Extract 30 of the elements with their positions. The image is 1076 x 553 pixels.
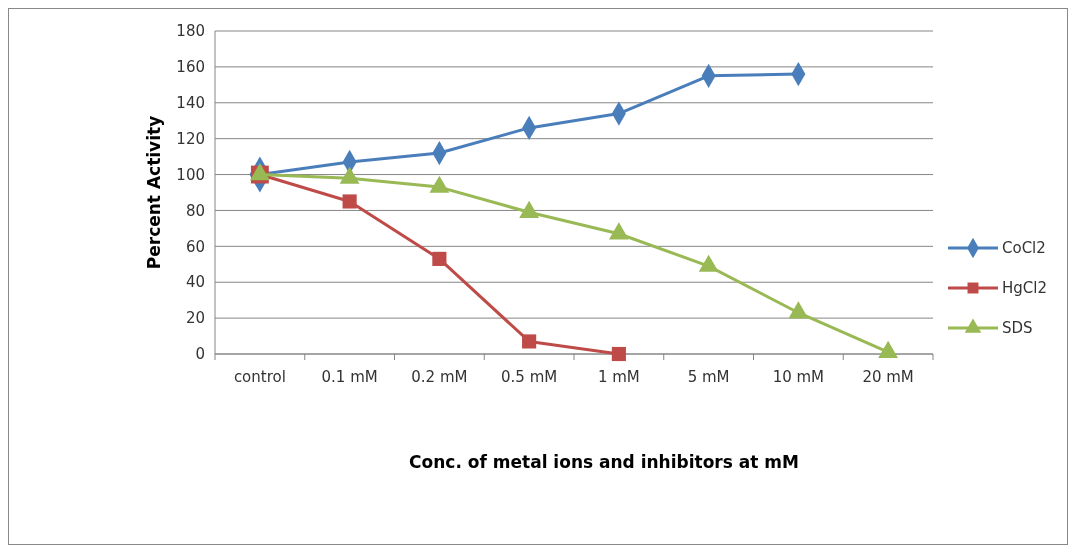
x-tick-label: 5 mM	[687, 368, 730, 386]
y-tick-label: 60	[185, 237, 205, 256]
legend-label: CoCl2	[1002, 239, 1046, 258]
y-tick-label: 160	[176, 58, 205, 77]
point	[608, 222, 629, 240]
y-tick-label: 80	[185, 201, 205, 220]
point	[878, 340, 899, 358]
x-tick-label: 0.2 mM	[411, 368, 468, 386]
x-tick-label: 20 mM	[862, 368, 914, 386]
point	[342, 194, 357, 209]
legend-label: SDS	[1002, 319, 1033, 338]
x-tick-label: control	[233, 368, 286, 386]
point	[432, 251, 447, 266]
legend-label: HgCl2	[1002, 279, 1047, 298]
point	[519, 200, 540, 218]
point	[698, 254, 719, 272]
x-axis-title: Conc. of metal ions and inhibitors at mM	[409, 452, 799, 472]
y-tick-label: 120	[176, 129, 205, 148]
y-tick-label: 180	[176, 22, 205, 41]
y-tick-label: 40	[185, 273, 205, 292]
x-tick-label: 10 mM	[772, 368, 825, 386]
y-tick-label: 100	[176, 165, 205, 184]
x-tick-label: 1 mM	[597, 368, 640, 386]
x-tick-label: 0.1 mM	[321, 368, 378, 386]
y-tick-label: 0	[195, 345, 205, 364]
y-tick-label: 20	[185, 309, 205, 328]
x-tick-label: 0.5 mM	[501, 368, 558, 386]
y-axis-title: Percent Activity	[144, 115, 164, 270]
point	[788, 301, 809, 319]
y-tick-label: 140	[176, 94, 205, 113]
